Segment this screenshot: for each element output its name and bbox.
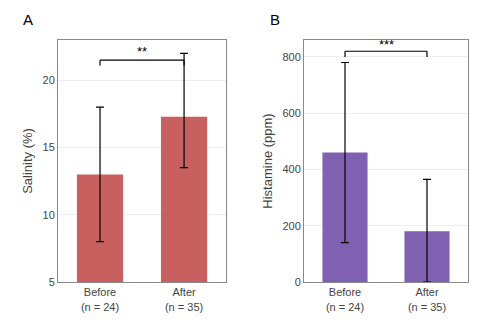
- svg-text:200: 200: [282, 220, 300, 232]
- svg-text:Before(n = 24): Before(n = 24): [81, 286, 119, 312]
- svg-text:0: 0: [295, 276, 301, 288]
- svg-text:Histamine (ppm): Histamine (ppm): [260, 113, 275, 208]
- svg-text:600: 600: [282, 107, 300, 119]
- svg-text:5: 5: [49, 276, 55, 288]
- svg-text:After(n = 35): After(n = 35): [408, 286, 446, 312]
- svg-text:Salinity (%): Salinity (%): [20, 128, 35, 194]
- svg-text:B: B: [270, 11, 280, 28]
- svg-text:10: 10: [43, 209, 55, 221]
- svg-text:**: **: [137, 44, 147, 59]
- svg-text:15: 15: [43, 141, 55, 153]
- svg-text:After(n = 35): After(n = 35): [165, 286, 203, 312]
- svg-text:Before(n = 24): Before(n = 24): [326, 286, 364, 312]
- svg-text:A: A: [23, 11, 33, 28]
- svg-text:400: 400: [282, 163, 300, 175]
- svg-text:***: ***: [379, 37, 394, 52]
- svg-text:20: 20: [43, 74, 55, 86]
- svg-text:800: 800: [282, 51, 300, 63]
